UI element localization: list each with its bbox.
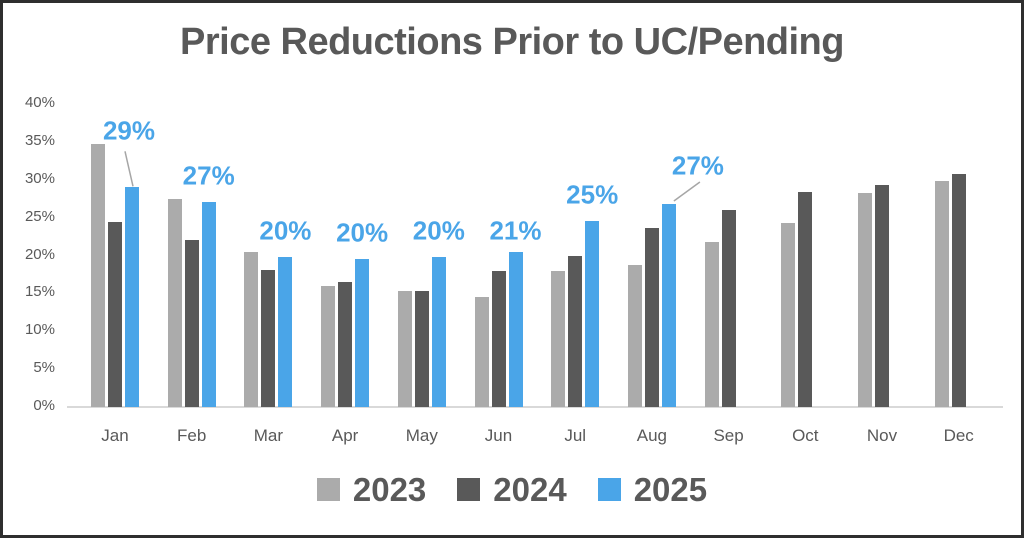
plot-area: 0% 5% 10% 15% 20% 25% 30% 35% 40% Jan Feb Mar Apr May…: [3, 3, 1021, 535]
y-axis-tick-label: 15%: [24, 283, 55, 301]
x-axis-label-aug: Aug: [636, 426, 668, 445]
data-label-2025-mar: 20%: [259, 215, 312, 246]
data-label-2025-aug: 27%: [671, 150, 724, 181]
y-axis-tick-label: 40%: [24, 94, 55, 111]
bar-2024-oct: [798, 191, 813, 407]
y-axis-tick-label: 20%: [24, 245, 55, 263]
x-axis-label-jan: Jan: [101, 426, 129, 445]
bar-2023-apr: [321, 285, 336, 407]
data-label-2025-jul: 25%: [566, 179, 619, 210]
bar-2023-oct: [781, 222, 796, 407]
bar-2023-jul: [551, 270, 566, 407]
bar-2024-aug: [644, 228, 659, 407]
legend: 2023 2024 2025: [3, 473, 1021, 506]
bar-2023-nov: [858, 192, 872, 407]
x-axis-line: [67, 406, 1003, 408]
bar-2025-mar: [278, 257, 293, 407]
data-label-2025-jan: 29%: [102, 115, 156, 146]
legend-label-2024: 2024: [493, 471, 567, 508]
x-axis-label-sep: Sep: [713, 426, 744, 445]
bar-2023-jan: [91, 144, 105, 407]
bar-2024-apr: [338, 282, 353, 407]
y-axis-tick-label: 0%: [33, 397, 55, 414]
x-axis-label-feb: Feb: [177, 426, 207, 445]
x-axis-label-mar: Mar: [253, 426, 284, 445]
x-axis-label-jun: Jun: [484, 426, 513, 445]
chart-title: Price Reductions Prior to UC/Pending: [180, 21, 844, 63]
legend-label-2023: 2023: [352, 471, 427, 508]
bar-2024-dec: [951, 173, 966, 407]
x-axis-label-nov: Nov: [866, 426, 898, 445]
bar-2023-feb: [167, 198, 182, 407]
bar-2025-feb: [201, 202, 216, 407]
bar-2025-jan: [125, 187, 139, 407]
x-axis-label-oct: Oct: [792, 426, 819, 445]
bar-2023-jun: [474, 297, 489, 407]
bar-2024-nov: [875, 185, 889, 407]
bar-2023-sep: [704, 241, 719, 407]
bar-2025-apr: [355, 259, 370, 407]
legend-swatch-2024: [457, 478, 481, 501]
legend-item-2023: 2023: [316, 471, 427, 508]
y-axis-tick-label: 10%: [24, 321, 55, 339]
bar-2024-jun: [491, 270, 506, 407]
bar-2024-jan: [108, 222, 122, 407]
legend-item-2025: 2025: [597, 471, 708, 508]
x-axis-label-may: May: [405, 426, 438, 445]
bar-2023-mar: [244, 251, 259, 407]
bar-2024-may: [414, 291, 429, 407]
y-axis-tick-label: 25%: [24, 207, 55, 225]
bar-2023-aug: [627, 264, 642, 407]
bar-2024-feb: [184, 240, 199, 407]
bar-2024-jul: [568, 255, 583, 407]
bar-2025-jun: [508, 251, 523, 407]
bar-2025-may: [431, 257, 446, 407]
bar-2025-jul: [585, 221, 600, 407]
y-axis-tick-label: 35%: [24, 131, 55, 149]
data-label-2025-jun: 21%: [489, 215, 542, 246]
x-axis-label-apr: Apr: [331, 426, 359, 445]
data-label-2025-feb: 27%: [182, 160, 235, 191]
data-label-2025-apr: 20%: [336, 217, 389, 248]
bar-2023-may: [397, 291, 412, 407]
legend-label-2025: 2025: [633, 471, 708, 508]
legend-swatch-2025: [597, 478, 621, 501]
legend-swatch-2023: [316, 478, 340, 501]
bar-2023-dec: [934, 180, 949, 407]
legend-item-2024: 2024: [457, 471, 567, 508]
bar-2024-mar: [261, 269, 276, 407]
x-axis-label-jul: Jul: [564, 426, 587, 445]
data-label-2025-may: 20%: [412, 215, 465, 246]
bar-2025-aug: [661, 203, 676, 407]
y-axis-tick-label: 30%: [24, 169, 55, 187]
bar-2024-sep: [721, 210, 736, 407]
x-axis-label-dec: Dec: [943, 426, 974, 445]
y-axis-tick-label: 5%: [33, 359, 55, 377]
